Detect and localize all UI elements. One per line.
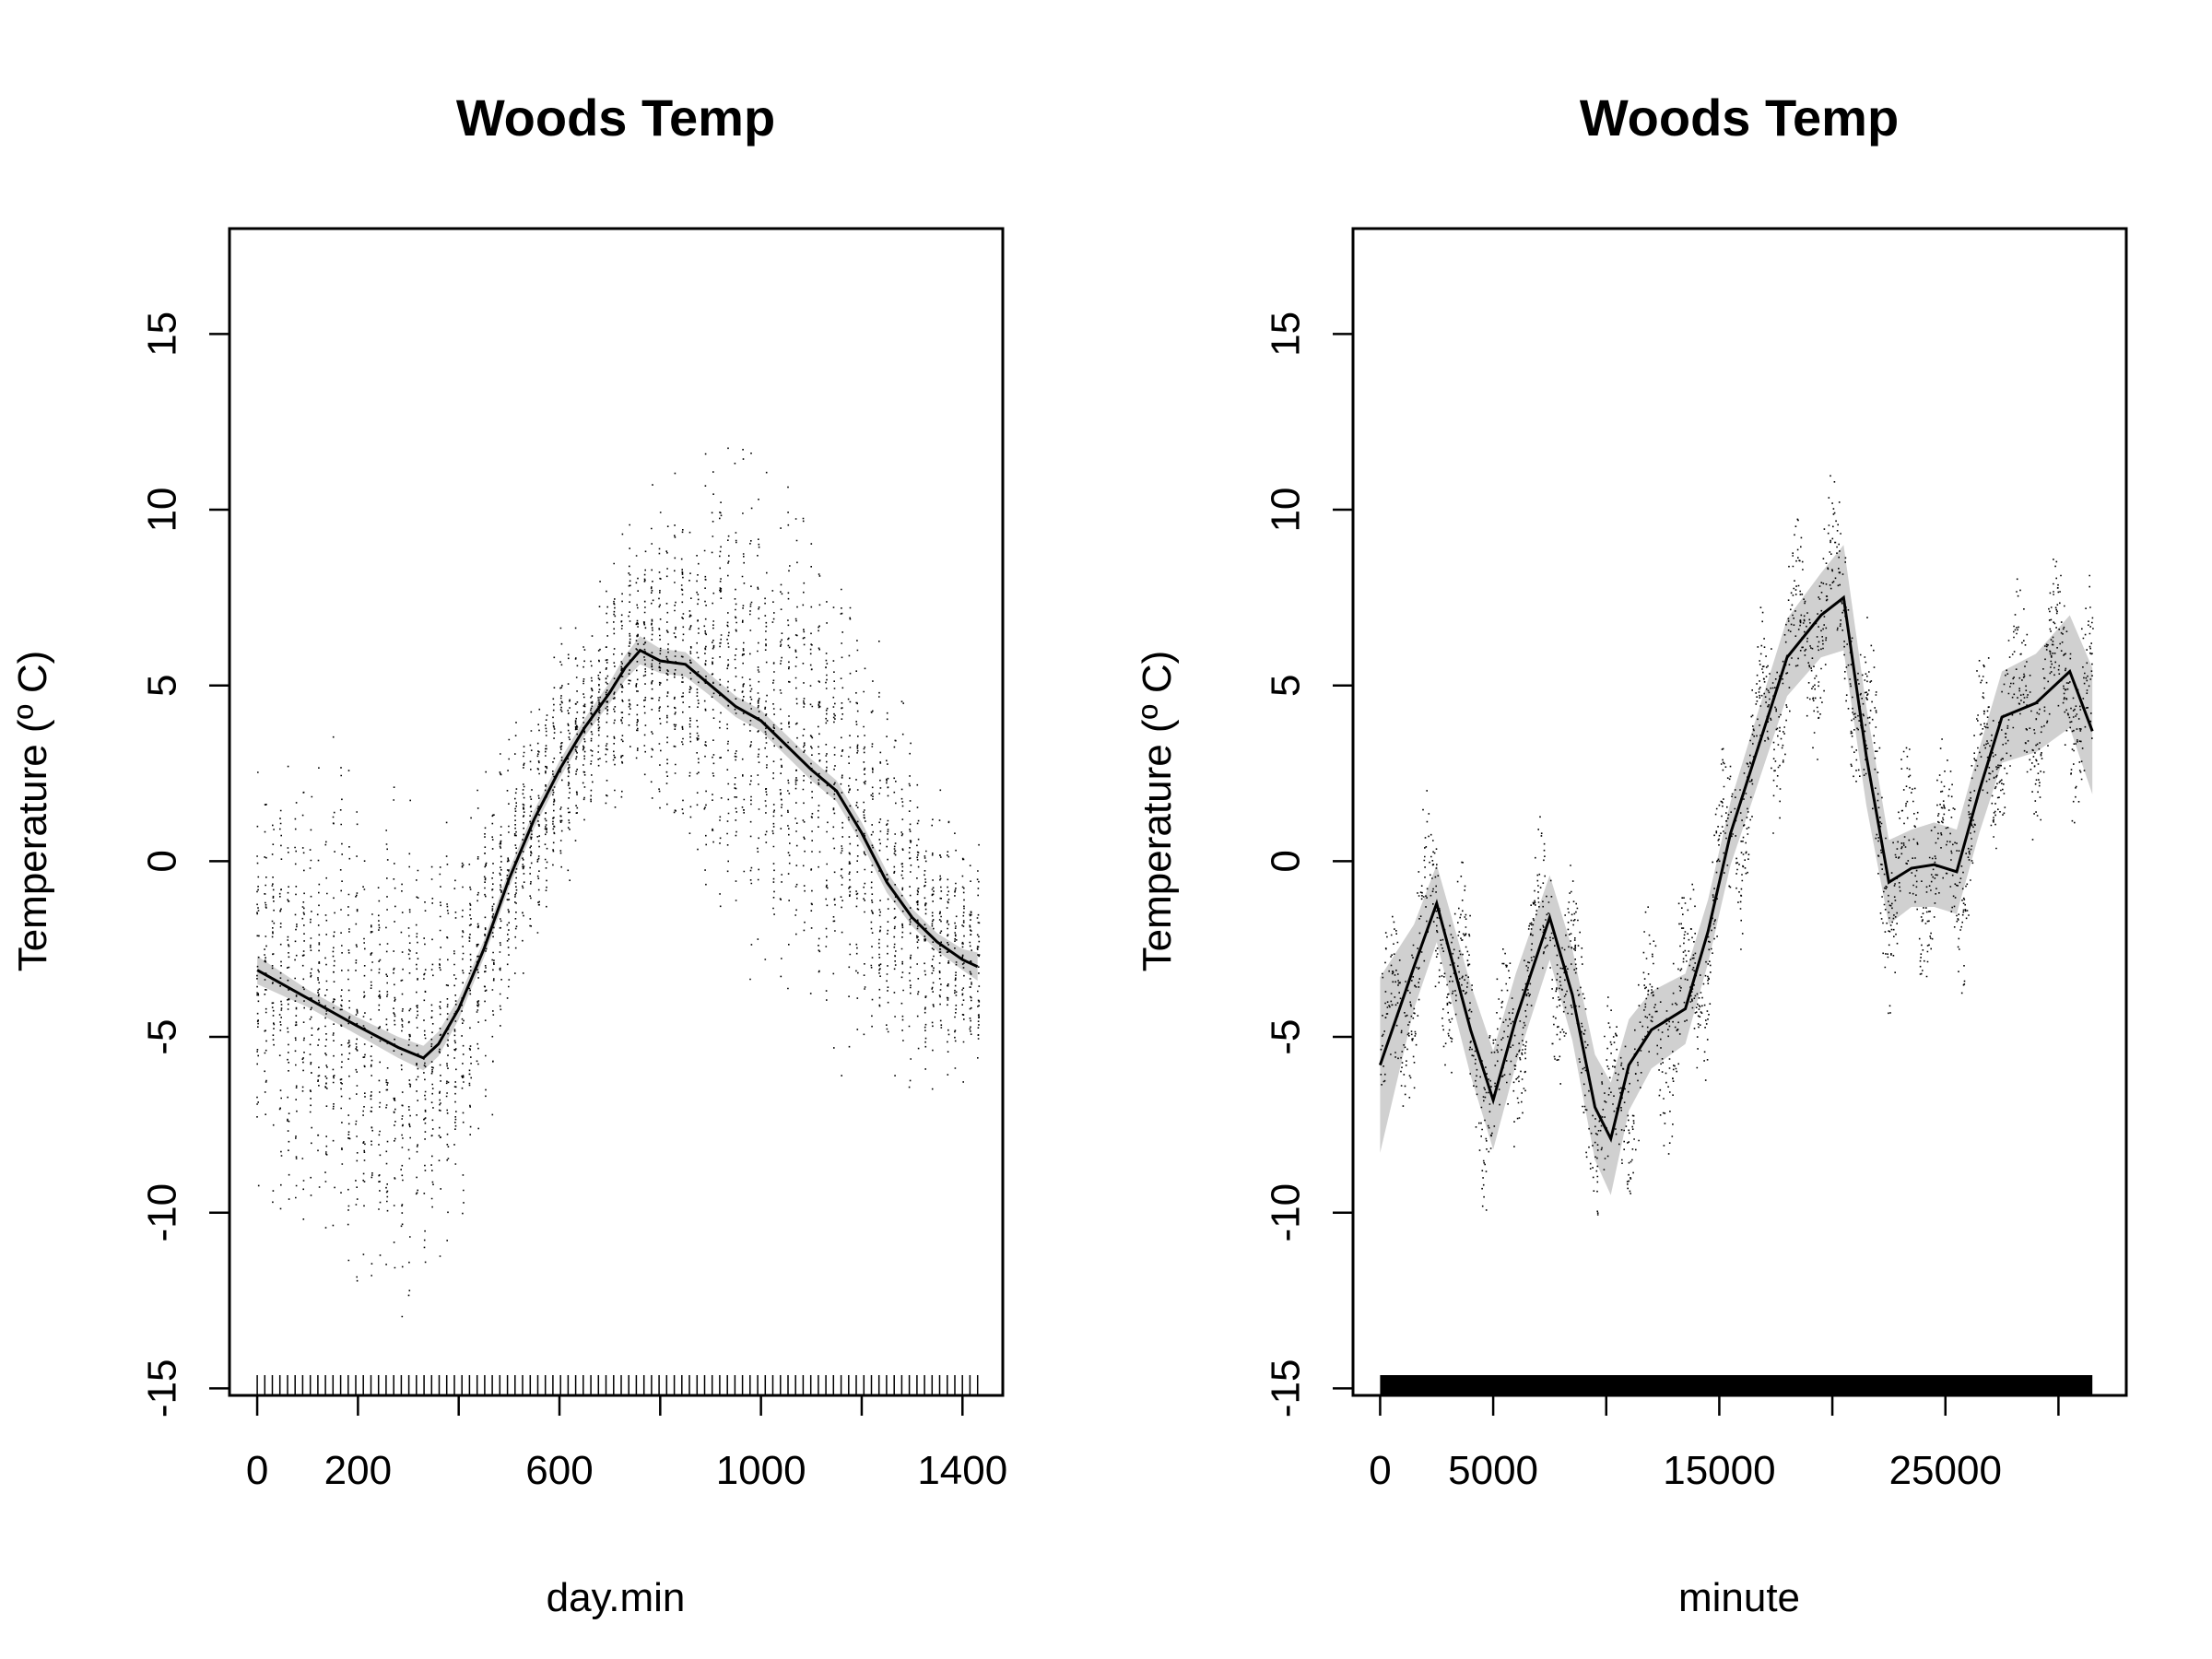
y-tick-label: 5	[1264, 674, 1309, 696]
smooth-fit-line	[1378, 594, 2094, 1143]
y-tick-label: 5	[140, 674, 185, 696]
rug-layer	[1380, 1375, 2093, 1395]
rug-marks	[256, 1375, 979, 1395]
y-tick-label: -15	[1264, 1359, 1309, 1418]
y-tick-label: -5	[1264, 1018, 1309, 1054]
smooth-layer	[256, 648, 979, 1060]
y-tick-label: 0	[1264, 850, 1309, 872]
y-tick-label: -5	[140, 1018, 185, 1054]
y-tick-label: 15	[140, 312, 185, 357]
smooth-fit-line	[256, 648, 979, 1060]
y-tick-label: 10	[140, 488, 185, 533]
x-axis: 0 5000 15000 25000	[1369, 1394, 2060, 1493]
x-tick-label: 0	[246, 1448, 268, 1493]
band-layer	[1380, 545, 2093, 1195]
rug-marks	[1380, 1375, 2093, 1395]
panel-minute: Woods Temp 0 5000 15000 25000 -15 -10 -5 0 5 10 1…	[1135, 88, 2128, 1620]
y-tick-label: -10	[140, 1183, 185, 1242]
y-axis-label: Temperature (º C)	[1135, 651, 1180, 972]
x-tick-label: 600	[525, 1448, 593, 1493]
rug-layer	[256, 1375, 979, 1395]
observation-points	[256, 447, 981, 1318]
x-tick-label: 200	[324, 1448, 392, 1493]
y-axis: -15 -10 -5 0 5 10 15	[1264, 312, 1355, 1418]
panel-day-min: Woods Temp 0 200 600 1000 1400 -15 -10 -5 0 5 10 1…	[10, 88, 1007, 1620]
x-tick-label: 25000	[1889, 1448, 2002, 1493]
plot-frame	[228, 227, 1005, 1397]
x-tick-label: 15000	[1663, 1448, 1775, 1493]
smooth-layer	[1378, 594, 2094, 1143]
x-axis-label: minute	[1678, 1575, 1800, 1620]
confidence-band	[1380, 545, 2093, 1195]
x-axis: 0 200 600 1000 1400	[246, 1394, 1007, 1493]
x-tick-label: 1400	[917, 1448, 1007, 1493]
y-tick-label: 0	[140, 850, 185, 872]
chart-title: Woods Temp	[1580, 88, 1899, 147]
y-tick-label: 15	[1264, 312, 1309, 357]
band-layer	[257, 636, 978, 1071]
x-tick-label: 1000	[716, 1448, 806, 1493]
points-layer	[256, 447, 981, 1318]
y-tick-label: 10	[1264, 488, 1309, 533]
x-tick-label: 5000	[1448, 1448, 1538, 1493]
x-axis-label: day.min	[547, 1575, 686, 1620]
y-axis: -15 -10 -5 0 5 10 15	[140, 312, 231, 1418]
chart-title: Woods Temp	[456, 88, 775, 147]
x-tick-label: 0	[1369, 1448, 1391, 1493]
y-axis-label: Temperature (º C)	[10, 651, 55, 972]
y-tick-label: -10	[1264, 1183, 1309, 1242]
confidence-band	[257, 636, 978, 1071]
y-tick-label: -15	[140, 1359, 185, 1418]
